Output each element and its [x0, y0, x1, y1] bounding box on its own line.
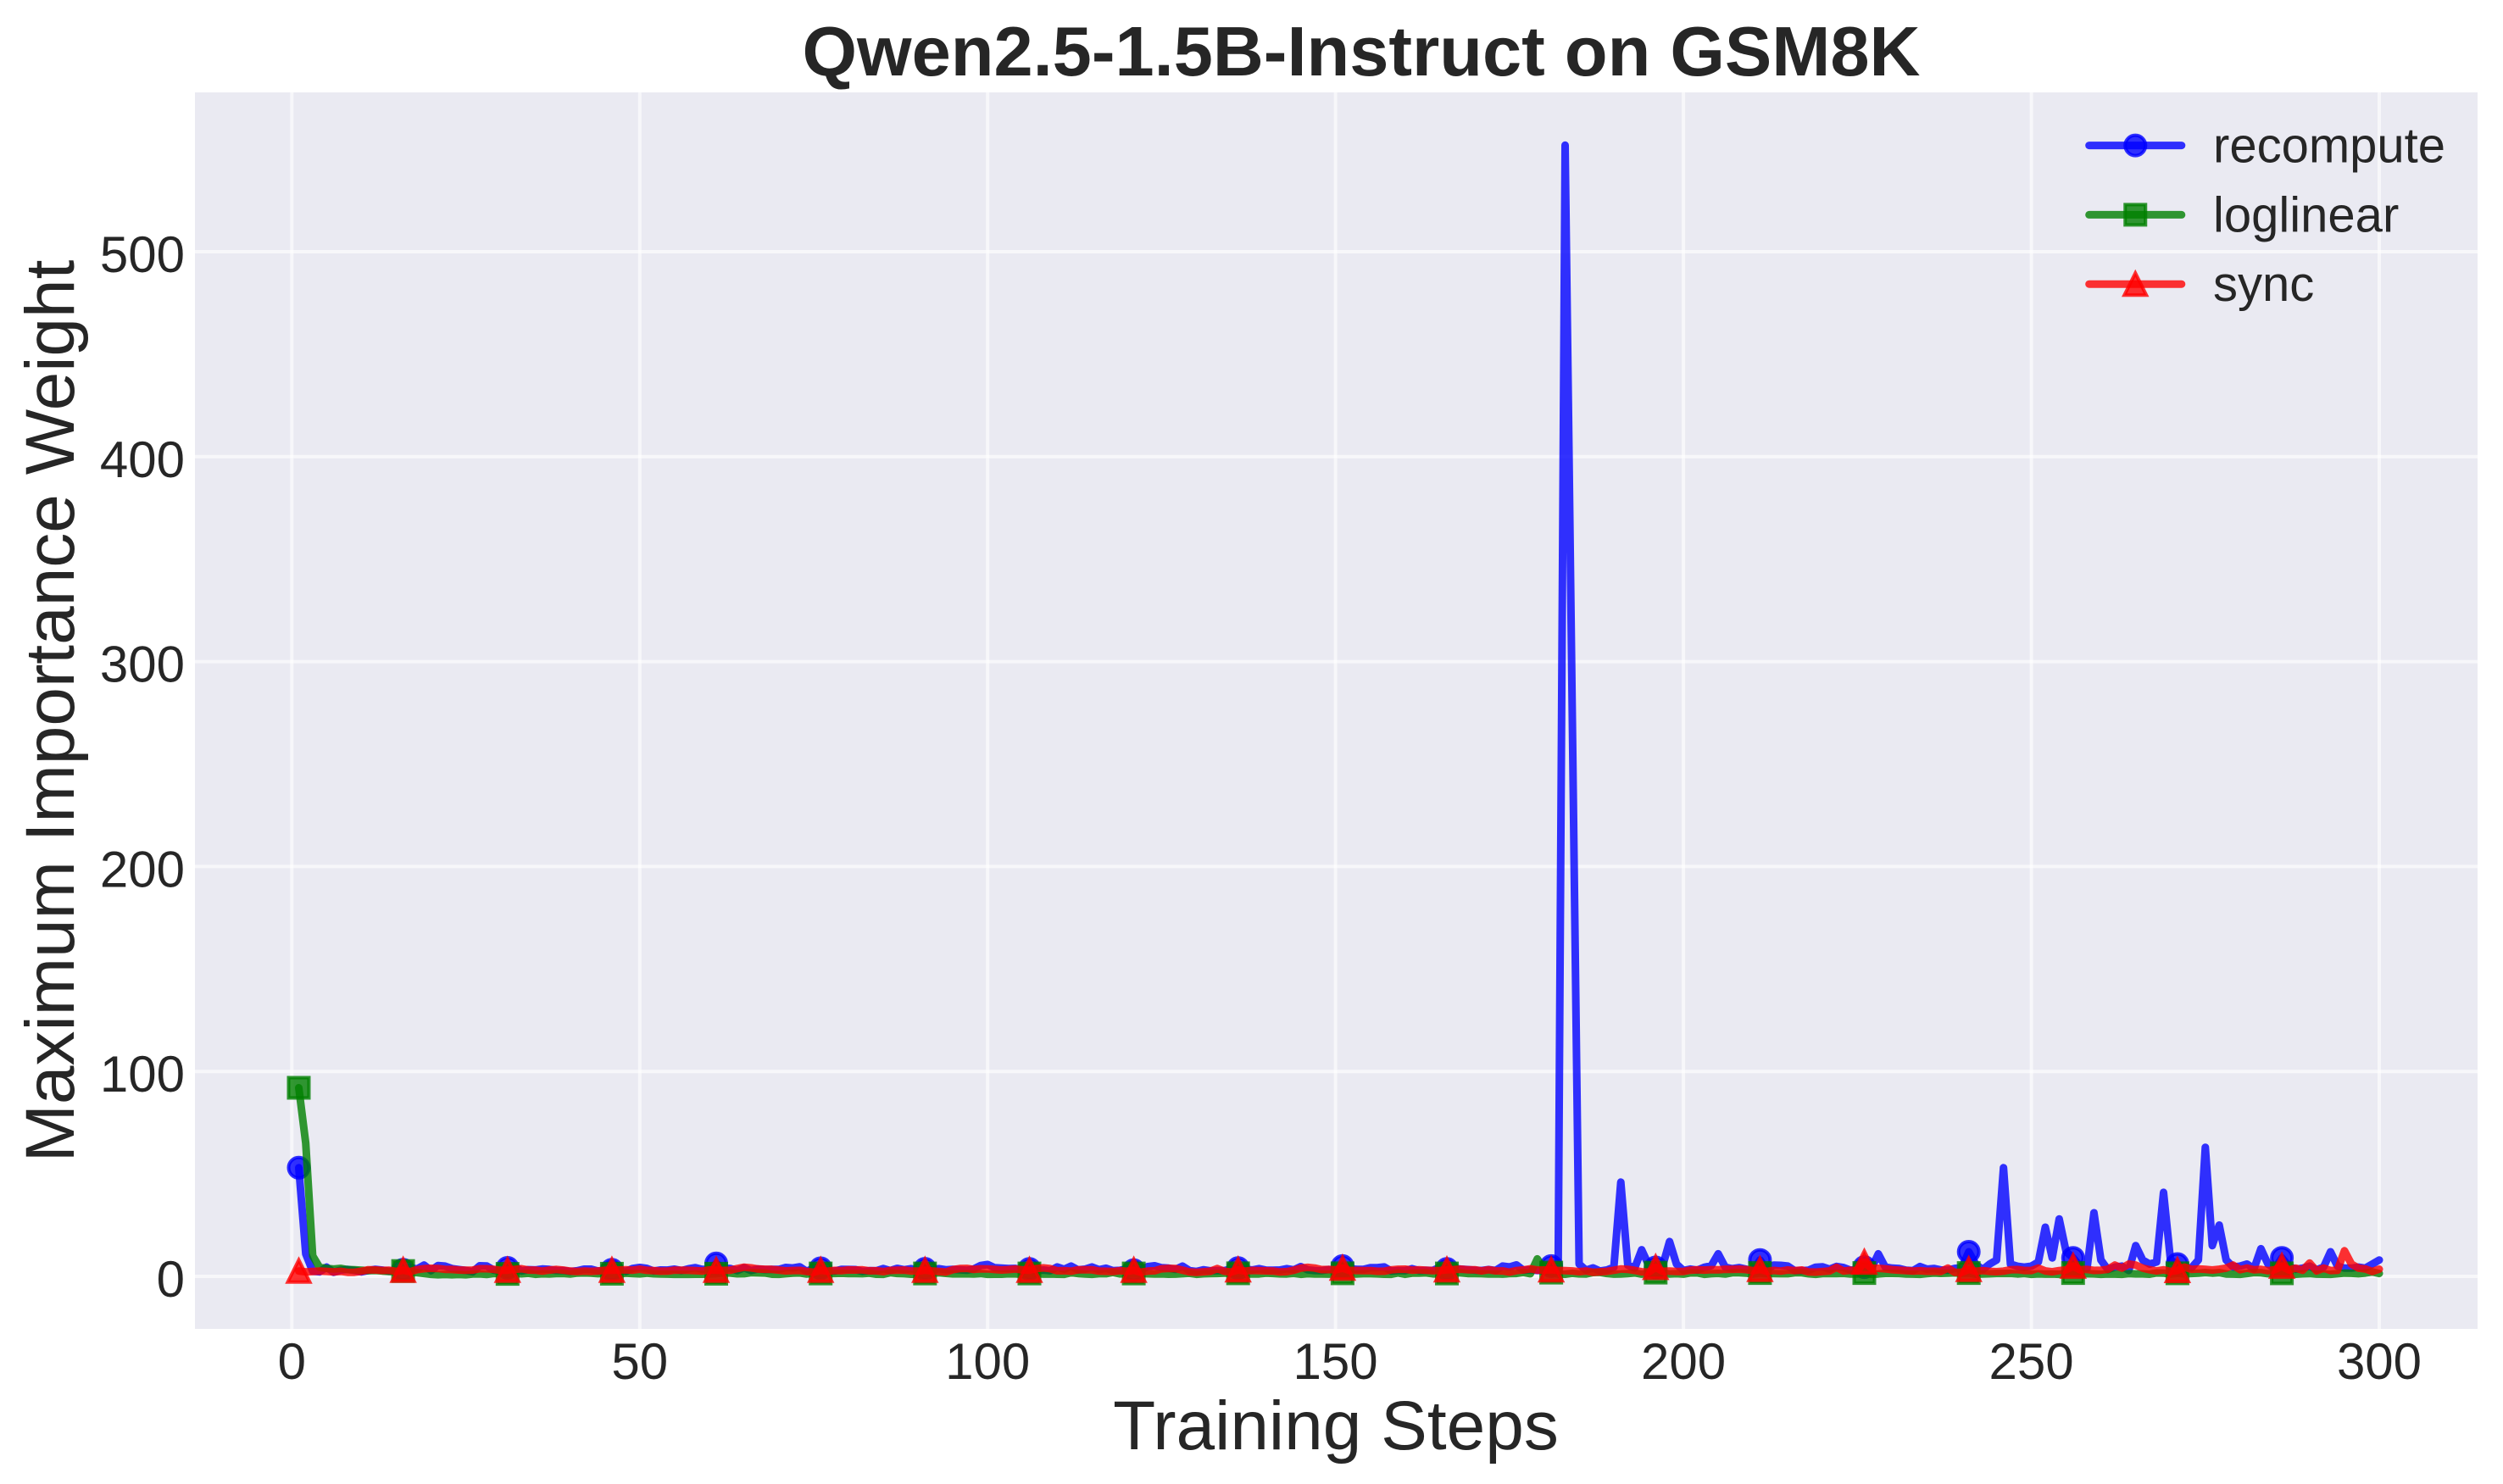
svg-text:100: 100 — [945, 1333, 1030, 1390]
svg-text:Maximum Importance Weight: Maximum Importance Weight — [12, 259, 89, 1162]
svg-text:loglinear: loglinear — [2213, 187, 2399, 242]
svg-text:300: 300 — [2337, 1333, 2422, 1390]
svg-text:Training Steps: Training Steps — [1113, 1387, 1559, 1465]
svg-text:200: 200 — [100, 841, 185, 898]
svg-text:Qwen2.5-1.5B-Instruct on GSM8K: Qwen2.5-1.5B-Instruct on GSM8K — [802, 12, 1920, 91]
svg-text:0: 0 — [278, 1333, 306, 1390]
svg-text:sync: sync — [2213, 257, 2314, 312]
svg-text:500: 500 — [100, 226, 185, 283]
svg-text:200: 200 — [1641, 1333, 1726, 1390]
svg-text:250: 250 — [1989, 1333, 2074, 1390]
svg-text:0: 0 — [157, 1251, 185, 1308]
svg-text:150: 150 — [1293, 1333, 1378, 1390]
svg-text:400: 400 — [100, 431, 185, 488]
svg-text:100: 100 — [100, 1046, 185, 1103]
svg-text:50: 50 — [611, 1333, 668, 1390]
svg-text:recompute: recompute — [2213, 119, 2445, 174]
svg-text:300: 300 — [100, 636, 185, 693]
